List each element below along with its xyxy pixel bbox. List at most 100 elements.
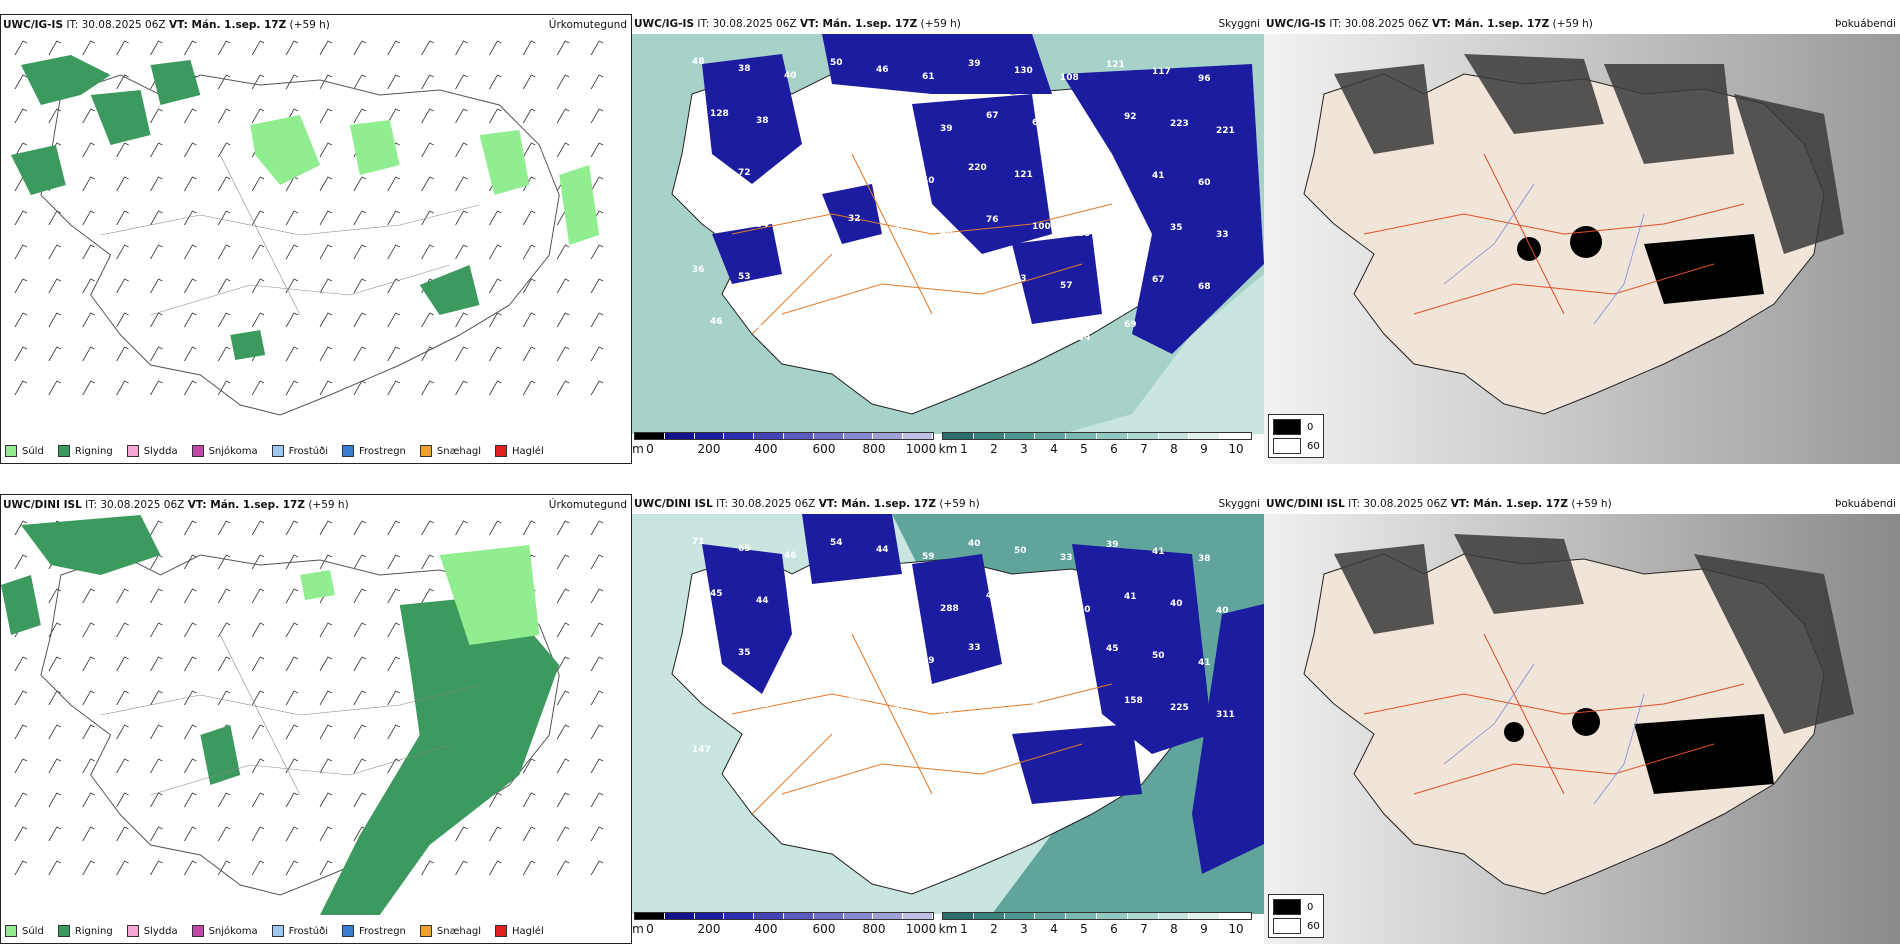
cloud-right-label-row1: Skyggni: [1218, 18, 1261, 30]
wind-barb: [489, 40, 502, 56]
cloud-height-label: 41: [1198, 658, 1211, 668]
wind-barb: [319, 690, 333, 706]
cloud-height-label: 55: [894, 701, 907, 711]
wind-barb: [48, 108, 61, 124]
cloud-height-label: 225: [1170, 703, 1189, 713]
wind-barb: [421, 380, 434, 396]
wind-barb: [489, 210, 502, 226]
wind-barb: [353, 758, 367, 774]
wind-barb: [590, 380, 604, 396]
wind-barb: [590, 142, 604, 158]
cloud-height-label: 67: [986, 111, 999, 121]
wind-barb: [421, 312, 434, 328]
wind-barb: [455, 244, 468, 260]
wind-barb: [556, 108, 570, 124]
wind-barb: [150, 278, 163, 294]
cloud-height-label: 34: [986, 319, 999, 329]
wind-barb: [251, 176, 265, 192]
wind-barb: [251, 826, 265, 842]
wind-barb: [556, 622, 570, 638]
visibility-colorbar-bar: [942, 432, 1252, 440]
swatch-sult: [5, 925, 17, 937]
wind-barb: [319, 244, 333, 260]
wind-barb: [556, 40, 570, 56]
wind-barb: [116, 74, 129, 90]
cloud-height-label: 147: [692, 745, 711, 755]
precip-map-row2[interactable]: [1, 515, 631, 915]
wind-barb: [184, 312, 197, 328]
wind-barb: [489, 278, 502, 294]
wind-barb: [319, 792, 333, 808]
precip-panel-row1: UWC/IG-IS IT: 30.08.2025 06Z VT: Mán. 1.…: [0, 14, 632, 464]
wind-barb: [184, 792, 197, 808]
wind-barb: [421, 108, 434, 124]
cloud-map-row2[interactable]: 71 65 46 54 44 59 40 50 33 39 41 38 45 44 151 158 193 288…: [632, 514, 1264, 914]
wind-barb: [556, 792, 570, 808]
wind-barb: [590, 622, 604, 638]
wind-barb: [14, 312, 28, 328]
cloud-height-label: 40: [1170, 599, 1183, 609]
cloud-height-label: 39: [894, 325, 907, 335]
wind-barb: [82, 792, 95, 808]
cloud-height-label: 71: [692, 537, 705, 547]
wind-barb: [217, 656, 231, 672]
wind-barb: [14, 108, 28, 124]
wind-barb: [522, 244, 536, 260]
wind-barb: [353, 724, 367, 740]
legend-item: Slydda: [126, 925, 178, 937]
wind-barb: [184, 176, 197, 192]
wind-barb: [421, 520, 434, 536]
wind-barb: [82, 244, 95, 260]
wind-barb: [184, 380, 197, 396]
wind-barb: [319, 554, 333, 570]
wind-barb: [116, 622, 129, 638]
wind-barb: [353, 278, 367, 294]
cloud-height-label: 68: [784, 175, 797, 185]
cloud-height-label: 39: [1078, 229, 1091, 239]
wind-barb: [556, 520, 570, 536]
wind-barb: [251, 108, 265, 124]
wind-barb: [150, 588, 163, 604]
wind-barb: [319, 826, 333, 842]
wind-barb: [217, 690, 231, 706]
wind-barb: [353, 520, 367, 536]
wind-barb: [590, 588, 604, 604]
wind-barb: [251, 380, 265, 396]
wind-barb: [455, 142, 468, 158]
wind-barb: [387, 622, 400, 638]
cloud-height-label: 36: [848, 110, 861, 120]
cloud-height-label: 65: [738, 544, 751, 554]
cloud-height-label: 72: [738, 168, 751, 178]
fog-map-row1[interactable]: [1264, 34, 1900, 464]
wind-barb: [251, 520, 265, 536]
wind-barb: [14, 210, 28, 226]
cloud-height-label: 39: [692, 641, 705, 651]
wind-barb: [82, 108, 95, 124]
cloud-map-row1[interactable]: 48 38 40 50 46 61 39 130 108 121 117 96 128 38 37 36 49 3…: [632, 34, 1264, 434]
wind-barb: [116, 690, 129, 706]
wind-barb: [387, 244, 400, 260]
cloud-height-label: 117: [1152, 67, 1171, 77]
wind-barb: [48, 724, 61, 740]
wind-barb: [455, 520, 468, 536]
cloud-right-label-row2: Skyggni: [1218, 498, 1261, 510]
wind-barb: [319, 520, 333, 536]
cloud-height-label: 89: [784, 279, 797, 289]
legend-item: Snjókoma: [191, 925, 258, 937]
wind-barb: [150, 724, 163, 740]
wind-barb: [14, 554, 28, 570]
wind-barb: [353, 346, 367, 362]
legend-item: Snæhagl: [419, 445, 481, 457]
fog-map-row2[interactable]: [1264, 514, 1900, 944]
fog-panel-row1: UWC/IG-IS IT: 30.08.2025 06Z VT: Mán. 1.…: [1264, 14, 1900, 464]
cloud-height-label: 38: [738, 64, 751, 74]
wind-barb: [116, 210, 129, 226]
cloud-height-label: 37: [940, 708, 953, 718]
cloud-height-label: 96: [784, 759, 797, 769]
precip-map-row1[interactable]: [1, 35, 631, 435]
wind-barb: [285, 860, 299, 876]
wind-barb: [455, 108, 468, 124]
cloud-height-label: 193: [894, 597, 913, 607]
wind-barb: [150, 792, 163, 808]
wind-barb: [82, 346, 95, 362]
